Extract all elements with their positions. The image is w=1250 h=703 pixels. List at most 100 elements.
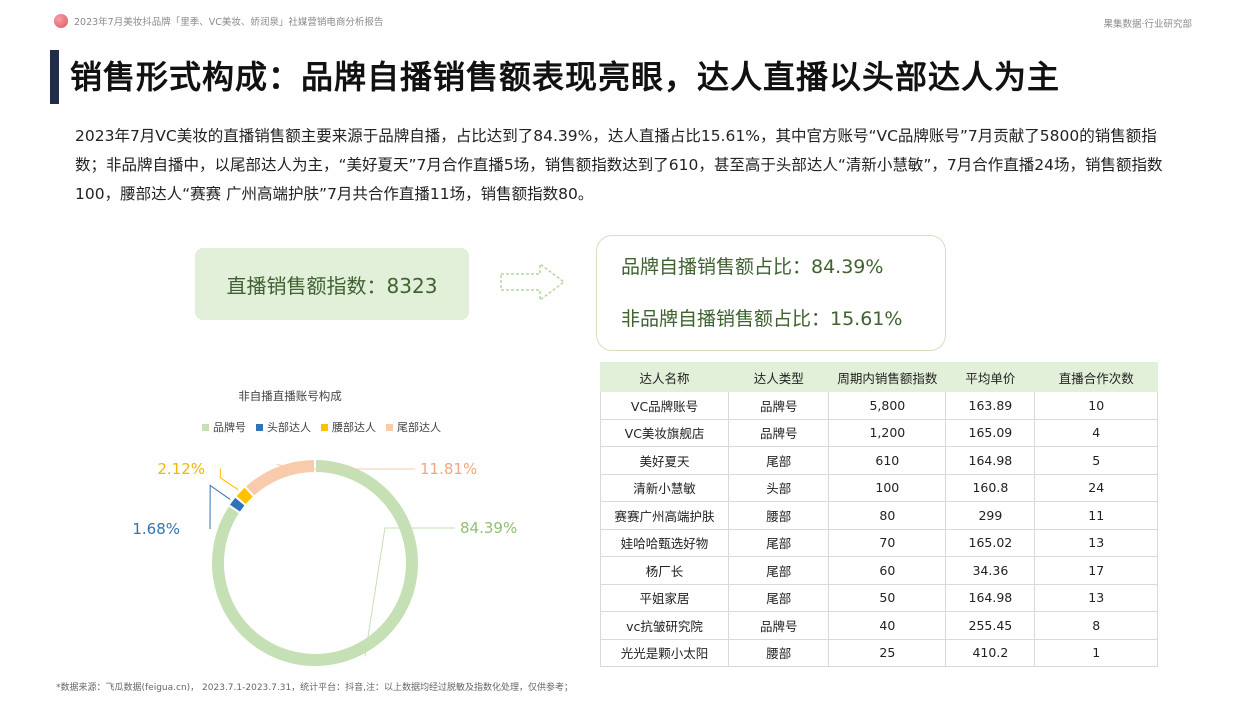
table-cell: 34.36 xyxy=(945,556,1036,585)
legend-label: 腰部达人 xyxy=(332,421,376,434)
table-cell: 5 xyxy=(1034,446,1158,475)
chart-legend: 品牌号 头部达人 腰部达人 尾部达人 xyxy=(202,419,441,435)
legend-item: 品牌号 xyxy=(202,419,246,435)
table-body: VC品牌账号 品牌号 5,800 163.89 10 VC美妆旗舰店 品牌号 1,200 165… xyxy=(599,391,1158,667)
table-row: 杨厂长 尾部 60 34.36 17 xyxy=(599,556,1158,585)
non-brand-self-ratio: 非品牌自播销售额占比：15.61% xyxy=(621,308,903,330)
table-cell: 光光是颗小太阳 xyxy=(599,638,730,667)
table-cell: 13 xyxy=(1034,528,1158,557)
influencer-table: 达人名称 达人类型 周期内销售额指数 平均单价 直播合作次数 VC品牌账号 品牌号 5,80… xyxy=(599,362,1158,667)
table-header-cell: 直播合作次数 xyxy=(1034,362,1158,392)
table-header-row: 达人名称 达人类型 周期内销售额指数 平均单价 直播合作次数 xyxy=(599,362,1158,392)
legend-label: 品牌号 xyxy=(213,421,246,434)
table-cell: VC品牌账号 xyxy=(599,391,730,420)
leader-line xyxy=(276,463,415,470)
table-row: vc抗皱研究院 品牌号 40 255.45 8 xyxy=(599,611,1158,640)
table-cell: 品牌号 xyxy=(728,611,830,640)
legend-item: 腰部达人 xyxy=(321,419,376,435)
table-row: 平姐家居 尾部 50 164.98 13 xyxy=(599,583,1158,612)
arrow-right-icon xyxy=(500,262,566,302)
leader-line xyxy=(364,527,455,657)
table-cell: 4 xyxy=(1034,418,1158,447)
table-row: 光光是颗小太阳 腰部 25 410.2 1 xyxy=(599,638,1158,667)
table-row: 清新小慧敏 头部 100 160.8 24 xyxy=(599,473,1158,502)
table-cell: 17 xyxy=(1034,556,1158,585)
table-cell: 尾部 xyxy=(728,556,830,585)
table-cell: 40 xyxy=(828,611,947,640)
table-cell: 腰部 xyxy=(728,501,830,530)
table-cell: 美好夏天 xyxy=(599,446,730,475)
table-cell: 164.98 xyxy=(945,583,1036,612)
ratio-box: 品牌自播销售额占比：84.39% 非品牌自播销售额占比：15.61% xyxy=(596,235,946,351)
slice-label: 11.81% xyxy=(420,460,477,478)
table-cell: 165.02 xyxy=(945,528,1036,557)
table-cell: 11 xyxy=(1034,501,1158,530)
brand-self-ratio: 品牌自播销售额占比：84.39% xyxy=(621,256,884,278)
table-header-cell: 达人类型 xyxy=(728,362,830,392)
table-cell: 8 xyxy=(1034,611,1158,640)
table-cell: 1,200 xyxy=(828,418,947,447)
title-accent-bar xyxy=(50,50,59,104)
legend-swatch xyxy=(202,423,209,431)
table-cell: 尾部 xyxy=(728,446,830,475)
table-cell: 25 xyxy=(828,638,947,667)
table-cell: 610 xyxy=(828,446,947,475)
kpi-box: 直播销售额指数：8323 xyxy=(195,248,469,320)
table-row: 美好夏天 尾部 610 164.98 5 xyxy=(599,446,1158,475)
table-cell: 品牌号 xyxy=(728,418,830,447)
table-row: 赛赛广州高端护肤 腰部 80 299 11 xyxy=(599,501,1158,530)
table-cell: 腰部 xyxy=(728,638,830,667)
table-cell: 165.09 xyxy=(945,418,1036,447)
table-row: VC品牌账号 品牌号 5,800 163.89 10 xyxy=(599,391,1158,420)
table-cell: 100 xyxy=(828,473,947,502)
header-left: 2023年7月美妆抖品牌「里季、VC美妆、娇润泉」社媒营销电商分析报告 xyxy=(54,14,383,28)
chart-title: 非自播直播账号构成 xyxy=(238,389,342,403)
legend-label: 头部达人 xyxy=(267,421,311,434)
legend-item: 头部达人 xyxy=(256,419,311,435)
footnote: *数据来源：飞瓜数据(feigua.cn)， 2023.7.1-2023.7.3… xyxy=(56,683,574,693)
table-row: 娃哈哈甄选好物 尾部 70 165.02 13 xyxy=(599,528,1158,557)
table-cell: 1 xyxy=(1034,638,1158,667)
table-cell: 160.8 xyxy=(945,473,1036,502)
table-cell: 清新小慧敏 xyxy=(599,473,730,502)
table-cell: 13 xyxy=(1034,583,1158,612)
table-cell: 尾部 xyxy=(728,583,830,612)
table-header-cell: 平均单价 xyxy=(945,362,1036,392)
table-header-cell: 周期内销售额指数 xyxy=(828,362,947,392)
legend-item: 尾部达人 xyxy=(386,419,441,435)
table-header-cell: 达人名称 xyxy=(599,362,730,392)
table-row: VC美妆旗舰店 品牌号 1,200 165.09 4 xyxy=(599,418,1158,447)
table-cell: 164.98 xyxy=(945,446,1036,475)
page-title: 销售形式构成：品牌自播销售额表现亮眼，达人直播以头部达人为主 xyxy=(70,58,1061,96)
donut-chart: 84.39% 1.68% 2.12% 11.81% xyxy=(132,457,517,668)
table-cell: 头部 xyxy=(728,473,830,502)
table-cell: 24 xyxy=(1034,473,1158,502)
table-cell: 50 xyxy=(828,583,947,612)
table-cell: 60 xyxy=(828,556,947,585)
table-cell: 299 xyxy=(945,501,1036,530)
table-cell: 杨厂长 xyxy=(599,556,730,585)
table-cell: 80 xyxy=(828,501,947,530)
table-cell: 255.45 xyxy=(945,611,1036,640)
table-cell: 10 xyxy=(1034,391,1158,420)
legend-label: 尾部达人 xyxy=(397,421,441,434)
legend-swatch xyxy=(386,423,393,431)
description-paragraph: 2023年7月VC美妆的直播销售额主要来源于品牌自播，占比达到了84.39%，达… xyxy=(75,127,1163,203)
slice-label: 2.12% xyxy=(157,460,205,478)
legend-swatch xyxy=(321,423,328,431)
slice-label: 1.68% xyxy=(132,520,180,538)
brand-logo-icon xyxy=(54,14,68,28)
leader-line xyxy=(209,484,231,530)
report-title: 2023年7月美妆抖品牌「里季、VC美妆、娇润泉」社媒营销电商分析报告 xyxy=(74,17,384,28)
kpi-text: 直播销售额指数：8323 xyxy=(226,273,438,298)
table-cell: 410.2 xyxy=(945,638,1036,667)
table-cell: 163.89 xyxy=(945,391,1036,420)
slice-label: 84.39% xyxy=(460,519,517,537)
table-cell: vc抗皱研究院 xyxy=(599,611,730,640)
table-cell: 70 xyxy=(828,528,947,557)
table-cell: 平姐家居 xyxy=(599,583,730,612)
table-cell: 赛赛广州高端护肤 xyxy=(599,501,730,530)
table-cell: VC美妆旗舰店 xyxy=(599,418,730,447)
leader-line xyxy=(219,468,239,491)
table-cell: 品牌号 xyxy=(728,391,830,420)
